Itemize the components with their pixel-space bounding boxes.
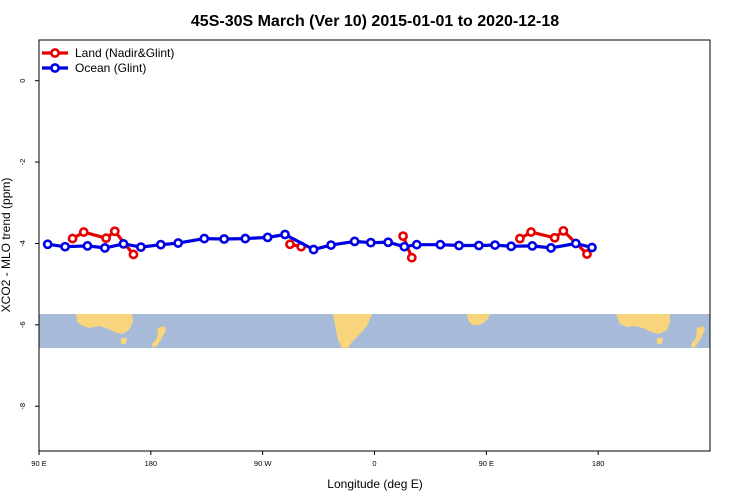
- data-point: [280, 229, 290, 240]
- legend-marker: [50, 48, 60, 58]
- data-point: [514, 233, 525, 244]
- data-point: [506, 241, 517, 252]
- data-point: [128, 249, 139, 260]
- data-point: [582, 249, 592, 259]
- x-axis-title: Longitude (deg E): [327, 477, 422, 491]
- land-shapes: [76, 314, 705, 348]
- data-point: [199, 233, 210, 244]
- data-point: [173, 238, 184, 248]
- data-point: [546, 243, 556, 253]
- y-tick-label: -8: [18, 403, 27, 410]
- x-tick-label: 90 E: [31, 459, 46, 468]
- series-1: [42, 229, 597, 255]
- legend-label: Ocean (Glint): [75, 61, 146, 75]
- series-0: [67, 225, 592, 263]
- data-point: [219, 234, 230, 244]
- data-point: [365, 237, 376, 248]
- data-point: [406, 252, 417, 263]
- data-point: [587, 242, 597, 253]
- map-strip: [39, 314, 710, 348]
- data-point: [155, 239, 166, 250]
- y-tick-label: -6: [18, 322, 27, 329]
- y-tick-label: 0: [18, 79, 27, 83]
- data-point: [78, 227, 89, 237]
- australia-landmass: [76, 314, 133, 334]
- australia-landmass-repeat: [616, 314, 670, 334]
- new-zealand-landmass-repeat: [691, 326, 705, 348]
- data-point: [285, 239, 295, 250]
- data-point: [135, 242, 146, 253]
- x-tick-label: 90 E: [479, 459, 494, 468]
- data-point: [42, 239, 53, 250]
- y-tick-label: -2: [18, 159, 27, 166]
- data-point: [349, 236, 360, 247]
- data-point: [240, 233, 251, 244]
- x-axis: 90 E 180 90 W 0 90 E 180: [31, 451, 604, 468]
- tasmania-landmass-repeat: [657, 338, 663, 344]
- data-point: [454, 240, 464, 251]
- y-tick-label: -4: [18, 240, 27, 247]
- series-layer: [42, 225, 597, 263]
- chart-title: 45S-30S March (Ver 10) 2015-01-01 to 202…: [191, 13, 559, 30]
- data-point: [558, 225, 569, 236]
- data-point: [99, 243, 110, 253]
- ocean-band: [39, 314, 710, 348]
- legend-marker: [50, 63, 60, 73]
- south-america-landmass: [333, 314, 372, 348]
- data-point: [490, 240, 500, 250]
- data-point: [383, 237, 394, 248]
- y-axis: 0 -2 -4 -6 -8: [18, 79, 39, 410]
- data-point: [473, 240, 484, 251]
- data-point: [262, 232, 273, 243]
- tasmania-landmass: [121, 338, 127, 344]
- data-point: [399, 241, 410, 252]
- africa-landmass: [467, 314, 490, 325]
- x-tick-label: 180: [145, 459, 158, 468]
- new-zealand-landmass: [152, 326, 166, 348]
- x-tick-label: 90 W: [254, 459, 272, 468]
- data-point: [101, 233, 111, 244]
- data-point: [109, 226, 120, 237]
- data-point: [82, 241, 93, 251]
- data-point: [67, 233, 78, 244]
- data-point: [411, 239, 422, 250]
- data-point: [60, 241, 70, 252]
- data-point: [398, 231, 408, 242]
- x-tick-label: 0: [372, 459, 376, 468]
- legend: Land (Nadir&Glint)Ocean (Glint): [42, 46, 174, 75]
- data-point: [326, 240, 336, 250]
- data-point: [526, 227, 536, 237]
- data-point: [435, 239, 446, 250]
- y-axis-title: XCO2 - MLO trend (ppm): [0, 178, 13, 313]
- data-point: [570, 238, 581, 249]
- legend-label: Land (Nadir&Glint): [75, 46, 174, 60]
- data-point: [118, 238, 129, 249]
- data-point: [527, 241, 538, 251]
- data-point: [308, 244, 319, 255]
- data-point: [549, 232, 560, 243]
- x-tick-label: 180: [592, 459, 605, 468]
